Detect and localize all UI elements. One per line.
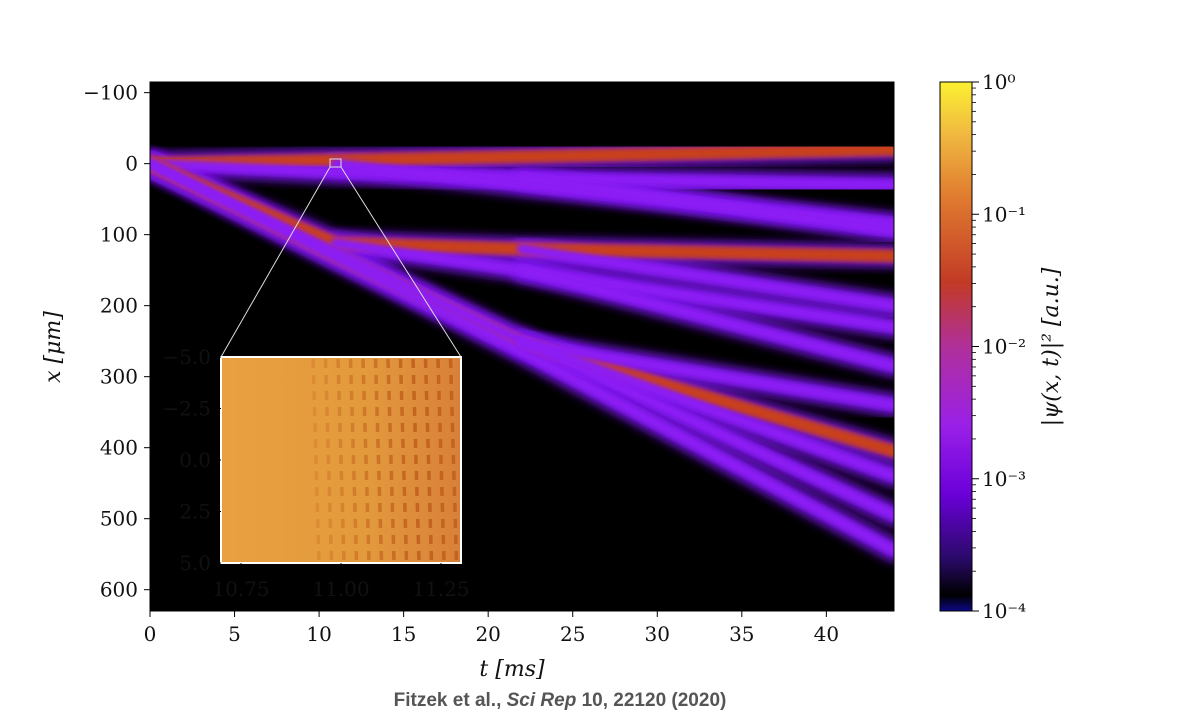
inset-background (221, 357, 461, 563)
y-tick-label: −100 (83, 81, 138, 105)
citation-journal: Sci Rep (506, 690, 577, 711)
colorbar-tick-label: 10⁻¹ (982, 202, 1026, 226)
colorbar-tick-label: 10⁻⁴ (982, 599, 1026, 623)
colorbar-tick-label: 10⁻² (982, 335, 1026, 359)
interference-fringe (336, 358, 346, 562)
beam-core (517, 172, 894, 237)
x-tick-label: 30 (645, 622, 670, 646)
inset-y-tick-label: 0.0 (179, 448, 211, 472)
interference-fringe (398, 358, 409, 562)
x-tick-label: 35 (729, 622, 754, 646)
inset-y-tick-label: −2.5 (162, 397, 211, 421)
beam-core (517, 338, 894, 411)
x-axis: 0 5 10 15 20 25 30 35 40 (144, 610, 894, 646)
colorbar-label: |ψ(x, t)|² [a.u.] (1039, 267, 1064, 426)
inset-y-tick-label: −5.0 (162, 345, 211, 369)
x-tick-label: 5 (228, 622, 241, 646)
x-tick-label: 25 (560, 622, 585, 646)
interference-fringe (436, 358, 446, 562)
interference-fringe (361, 358, 371, 562)
beam-core (517, 265, 894, 371)
inset-x-tick-label: 10.75 (212, 577, 269, 601)
inset-heatmap: 10.75 11.00 11.25 −5.0 −2.5 0.0 2.5 5.0 (162, 345, 469, 601)
beam-core (150, 143, 894, 171)
citation: Fitzek et al., Sci Rep 10, 22120 (2020) (0, 690, 1120, 712)
inset-y-tick-label: 5.0 (179, 551, 211, 575)
interference-fringe (386, 358, 396, 562)
inset-x-tick-label: 11.00 (312, 577, 369, 601)
beam-core (150, 158, 894, 556)
beam-core (517, 336, 894, 482)
y-axis: −100 0 100 200 300 400 500 600 (83, 81, 150, 602)
y-tick-label: 0 (125, 152, 138, 176)
colorbar-gradient (939, 81, 973, 612)
interference-fringe (348, 358, 359, 562)
interference-fringe (323, 358, 334, 562)
colorbar: 10⁰ 10⁻¹ 10⁻² 10⁻³ 10⁻⁴ |ψ(x, t)|² [a.u.] (939, 70, 1064, 623)
colorbar-tick-label: 10⁰ (982, 70, 1015, 94)
interference-fringe (311, 358, 321, 562)
interference-fringe (373, 358, 384, 562)
beam-core (517, 243, 894, 311)
y-tick-label: 600 (100, 578, 138, 602)
x-tick-label: 0 (144, 622, 157, 646)
inset-y-tick-label: 2.5 (179, 500, 211, 524)
citation-authors: Fitzek et al., (393, 690, 502, 711)
y-tick-label: 500 (100, 507, 138, 531)
x-tick-label: 15 (391, 622, 416, 646)
y-tick-label: 400 (100, 436, 138, 460)
colorbar-tick-label: 10⁻³ (982, 467, 1026, 491)
zoom-line-left (220, 166, 331, 358)
x-tick-label: 10 (306, 622, 331, 646)
zoom-indicator (220, 158, 462, 358)
y-tick-label: 200 (100, 294, 138, 318)
inset-x-tick-label: 11.25 (412, 577, 469, 601)
x-tick-label: 40 (814, 622, 839, 646)
interference-fringe (411, 358, 421, 562)
citation-rest: 10, 22120 (2020) (581, 690, 727, 711)
y-tick-label: 100 (100, 223, 138, 247)
main-heatmap (149, 81, 895, 612)
zoom-box (329, 158, 342, 168)
x-axis-label: t [ms] (479, 657, 545, 682)
y-axis-label: x [μm] (41, 311, 66, 383)
zoom-line-right (340, 166, 462, 358)
interference-fringe (448, 358, 459, 562)
y-tick-label: 300 (100, 365, 138, 389)
interference-fringe (423, 358, 434, 562)
x-tick-label: 20 (475, 622, 500, 646)
